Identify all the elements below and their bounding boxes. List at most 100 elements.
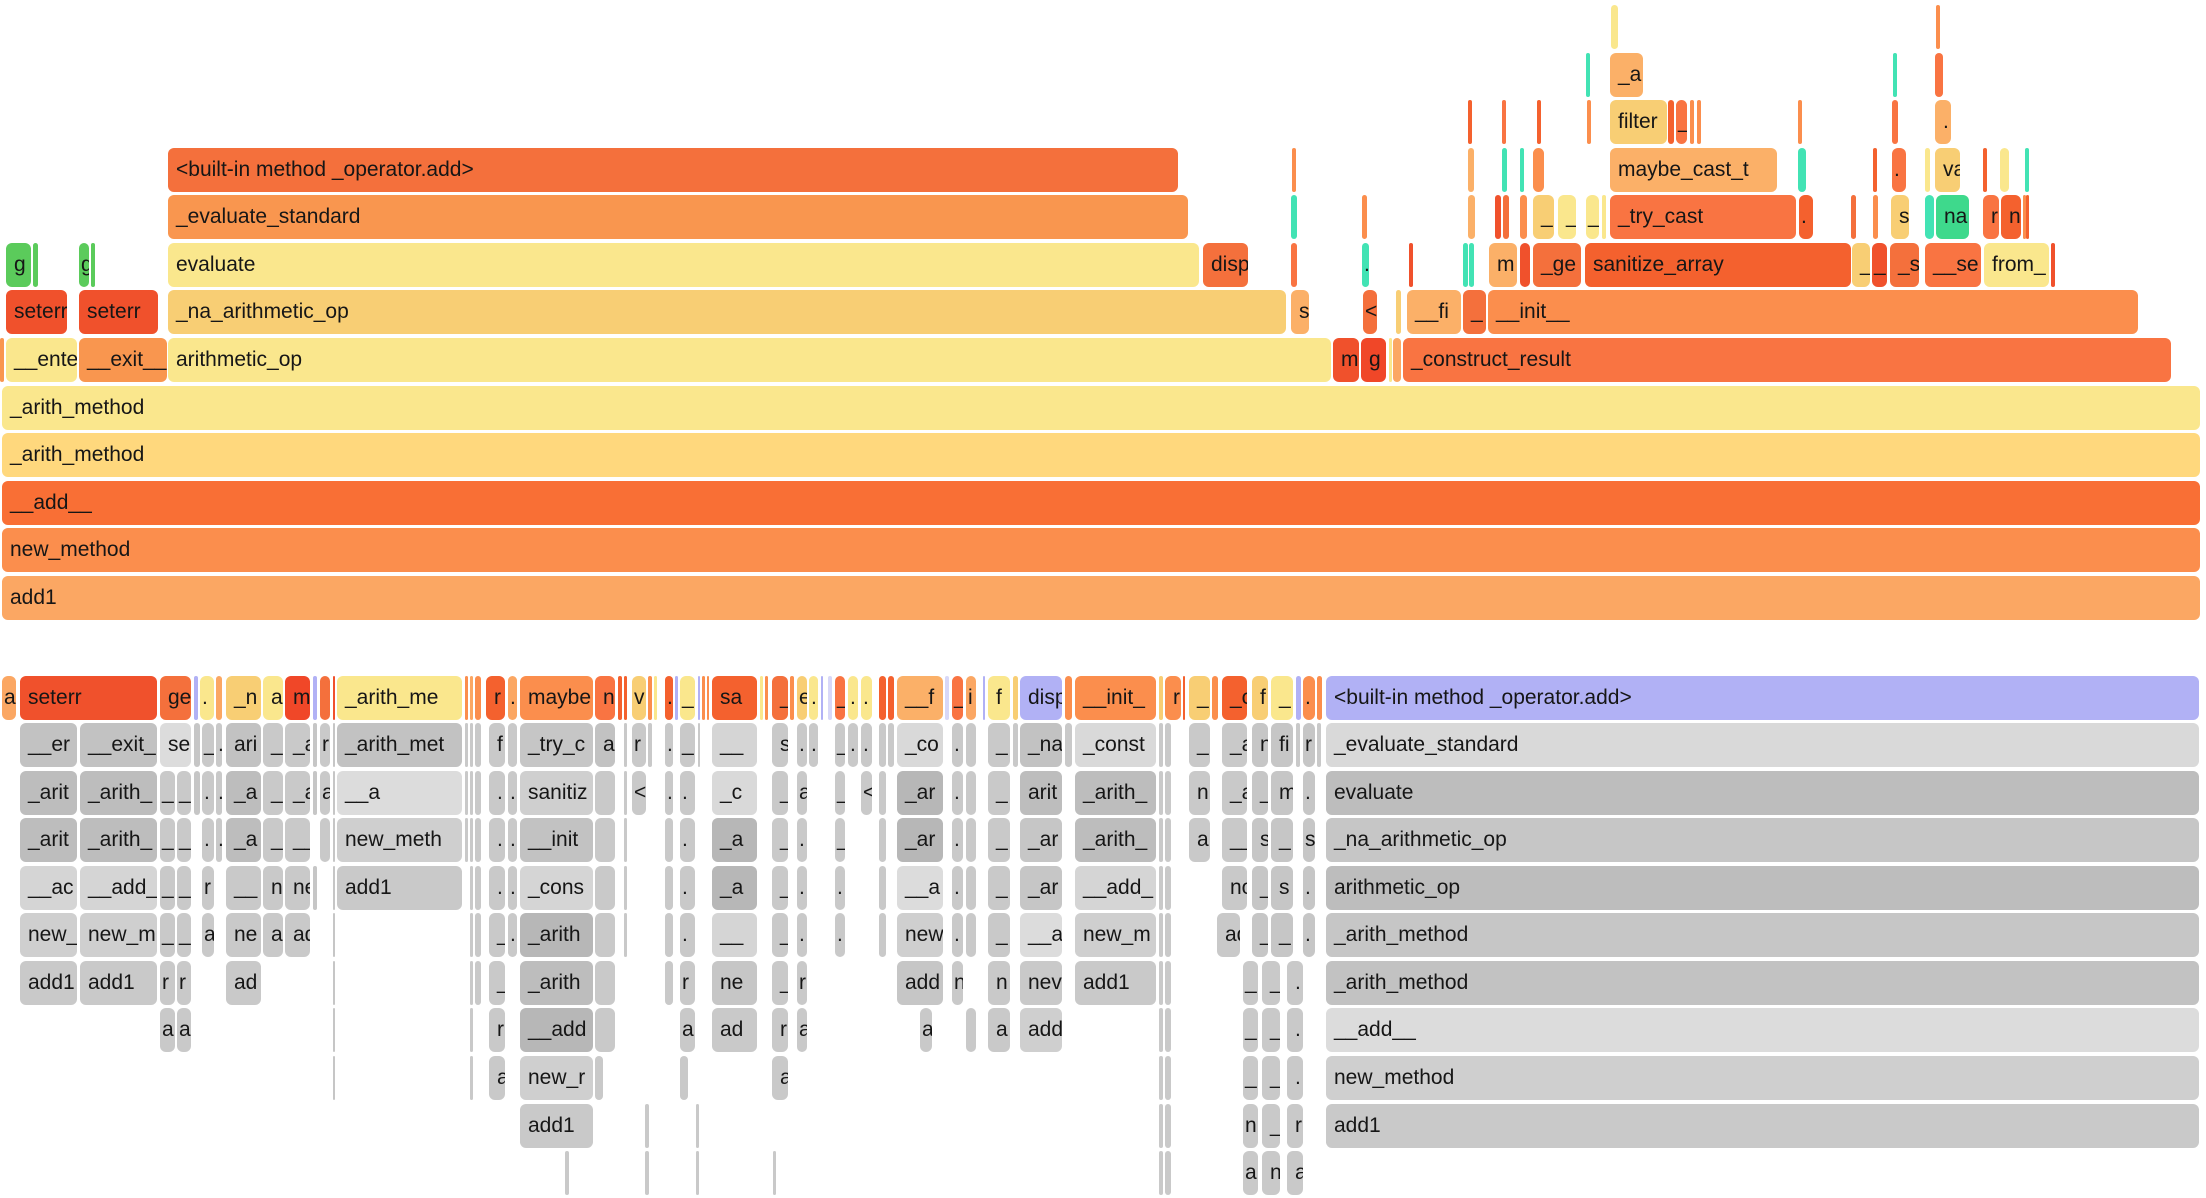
frame-sliver[interactable]: [1296, 723, 1300, 767]
frame-sliver[interactable]: [1159, 1008, 1163, 1052]
frame-_s[interactable]: _s: [1890, 243, 1919, 287]
frame-r[interactable]: r: [320, 723, 330, 767]
frame-sliver[interactable]: [1468, 100, 1472, 144]
frame-add1[interactable]: add1: [2, 576, 2200, 620]
frame-_[interactable]: _: [1852, 243, 1870, 287]
frame-_a[interactable]: _a: [226, 818, 261, 862]
frame-sliver[interactable]: [2025, 148, 2029, 192]
frame-.[interactable]: .: [665, 771, 673, 815]
frame-sliver[interactable]: [624, 723, 627, 767]
frame-__[interactable]: __: [285, 818, 310, 862]
frame-sliver[interactable]: [1065, 676, 1072, 720]
frame-a[interactable]: a: [1287, 1151, 1303, 1195]
frame-new_meth[interactable]: new_meth: [337, 818, 462, 862]
frame-arithmetic_op[interactable]: arithmetic_op: [168, 338, 1331, 382]
frame-sliver[interactable]: [1602, 195, 1606, 239]
frame-a[interactable]: a: [263, 913, 283, 957]
frame-_[interactable]: _: [263, 771, 283, 815]
frame-a[interactable]: a: [1243, 1151, 1258, 1195]
frame-r[interactable]: r: [797, 961, 807, 1005]
frame-sliver[interactable]: [1463, 243, 1468, 287]
frame-a[interactable]: a: [988, 1008, 1010, 1052]
frame-.[interactable]: .: [952, 723, 963, 767]
frame-_ar[interactable]: _ar: [1020, 866, 1062, 910]
frame-__enter__[interactable]: __enter__: [6, 338, 77, 382]
frame-.[interactable]: .: [216, 723, 222, 767]
frame-.[interactable]: .: [1892, 148, 1906, 192]
frame-sliver[interactable]: [665, 866, 673, 910]
frame-sliver[interactable]: [33, 243, 38, 287]
frame-ad[interactable]: ad: [226, 961, 261, 1005]
frame-sliver[interactable]: [1183, 676, 1185, 720]
frame-sliver[interactable]: [194, 723, 200, 767]
frame-_co[interactable]: _co: [897, 723, 943, 767]
frame-_[interactable]: _: [160, 866, 175, 910]
frame-sliver[interactable]: [194, 676, 198, 720]
frame-sliver[interactable]: [470, 913, 473, 957]
frame-sliver[interactable]: [475, 676, 481, 720]
frame-_arith[interactable]: _arith: [520, 961, 593, 1005]
frame-sliver[interactable]: [1668, 100, 1674, 144]
frame-s[interactable]: s: [772, 723, 788, 767]
frame-m[interactable]: m: [1271, 771, 1293, 815]
frame-maybe_cast_t[interactable]: maybe_cast_t: [1610, 148, 1777, 192]
frame-_construct_result[interactable]: _construct_result: [1403, 338, 2171, 382]
frame-_na[interactable]: _na: [1020, 723, 1062, 767]
frame-sliver[interactable]: [1502, 148, 1507, 192]
frame-_[interactable]: _: [1252, 771, 1268, 815]
frame-__ac[interactable]: __ac: [20, 866, 77, 910]
frame-.[interactable]: .: [1303, 866, 1315, 910]
frame-sliver[interactable]: [879, 866, 886, 910]
frame-r[interactable]: r: [202, 866, 214, 910]
frame-sliver[interactable]: [2000, 148, 2009, 192]
frame-ad[interactable]: ad: [285, 913, 310, 957]
frame-s[interactable]: s: [1252, 818, 1268, 862]
frame-.[interactable]: .: [1303, 771, 1315, 815]
frame-sliver[interactable]: [333, 1008, 335, 1052]
frame-sliver[interactable]: [1165, 961, 1171, 1005]
frame-.[interactable]: .: [680, 866, 695, 910]
frame-sliver[interactable]: [645, 1151, 649, 1195]
frame-r[interactable]: r: [486, 676, 505, 720]
frame-sliver[interactable]: [313, 771, 317, 815]
frame-.[interactable]: .: [952, 818, 963, 862]
frame-.[interactable]: .: [1287, 1056, 1303, 1100]
frame-sliver[interactable]: [624, 866, 627, 910]
frame-a[interactable]: a: [680, 1008, 695, 1052]
frame-sliver[interactable]: [1291, 195, 1297, 239]
frame-sliver[interactable]: [1520, 195, 1527, 239]
frame-_[interactable]: _: [988, 771, 1010, 815]
frame-add1[interactable]: add1: [337, 866, 462, 910]
frame-_try_c[interactable]: _try_c: [520, 723, 593, 767]
frame-r[interactable]: r: [489, 1008, 505, 1052]
frame-sliver[interactable]: [333, 866, 335, 910]
frame-<[interactable]: <: [1363, 290, 1377, 334]
frame-arithmetic_op[interactable]: arithmetic_op: [1326, 866, 2199, 910]
frame-.[interactable]: .: [1287, 961, 1303, 1005]
frame-__add_[interactable]: __add_: [80, 866, 157, 910]
frame-sliver[interactable]: [2023, 195, 2026, 239]
frame-sliver[interactable]: [888, 676, 894, 720]
frame-sliver[interactable]: [595, 771, 615, 815]
frame-sliver[interactable]: [1159, 771, 1163, 815]
frame-sliver[interactable]: [680, 1056, 688, 1100]
frame-sliver[interactable]: [1393, 338, 1401, 382]
frame-sa[interactable]: sa: [712, 676, 757, 720]
frame-_c[interactable]: _c: [1222, 676, 1247, 720]
frame-sliver[interactable]: [648, 723, 652, 767]
frame-__a[interactable]: __a: [337, 771, 462, 815]
frame-_[interactable]: _: [835, 723, 845, 767]
frame-.[interactable]: .: [1799, 195, 1813, 239]
frame-sliver[interactable]: [821, 676, 823, 720]
frame-sliver[interactable]: [966, 1008, 976, 1052]
frame-_arith_method[interactable]: _arith_method: [1326, 913, 2199, 957]
frame-sliver[interactable]: [698, 676, 700, 720]
frame-.[interactable]: .: [952, 913, 963, 957]
frame-sliver[interactable]: [1873, 195, 1878, 239]
frame-new[interactable]: new: [897, 913, 943, 957]
frame-sliver[interactable]: [470, 1008, 473, 1052]
frame-a[interactable]: a: [595, 723, 615, 767]
frame-sliver[interactable]: [624, 771, 627, 815]
frame-.[interactable]: .: [861, 723, 872, 767]
frame-.[interactable]: .: [835, 866, 845, 910]
